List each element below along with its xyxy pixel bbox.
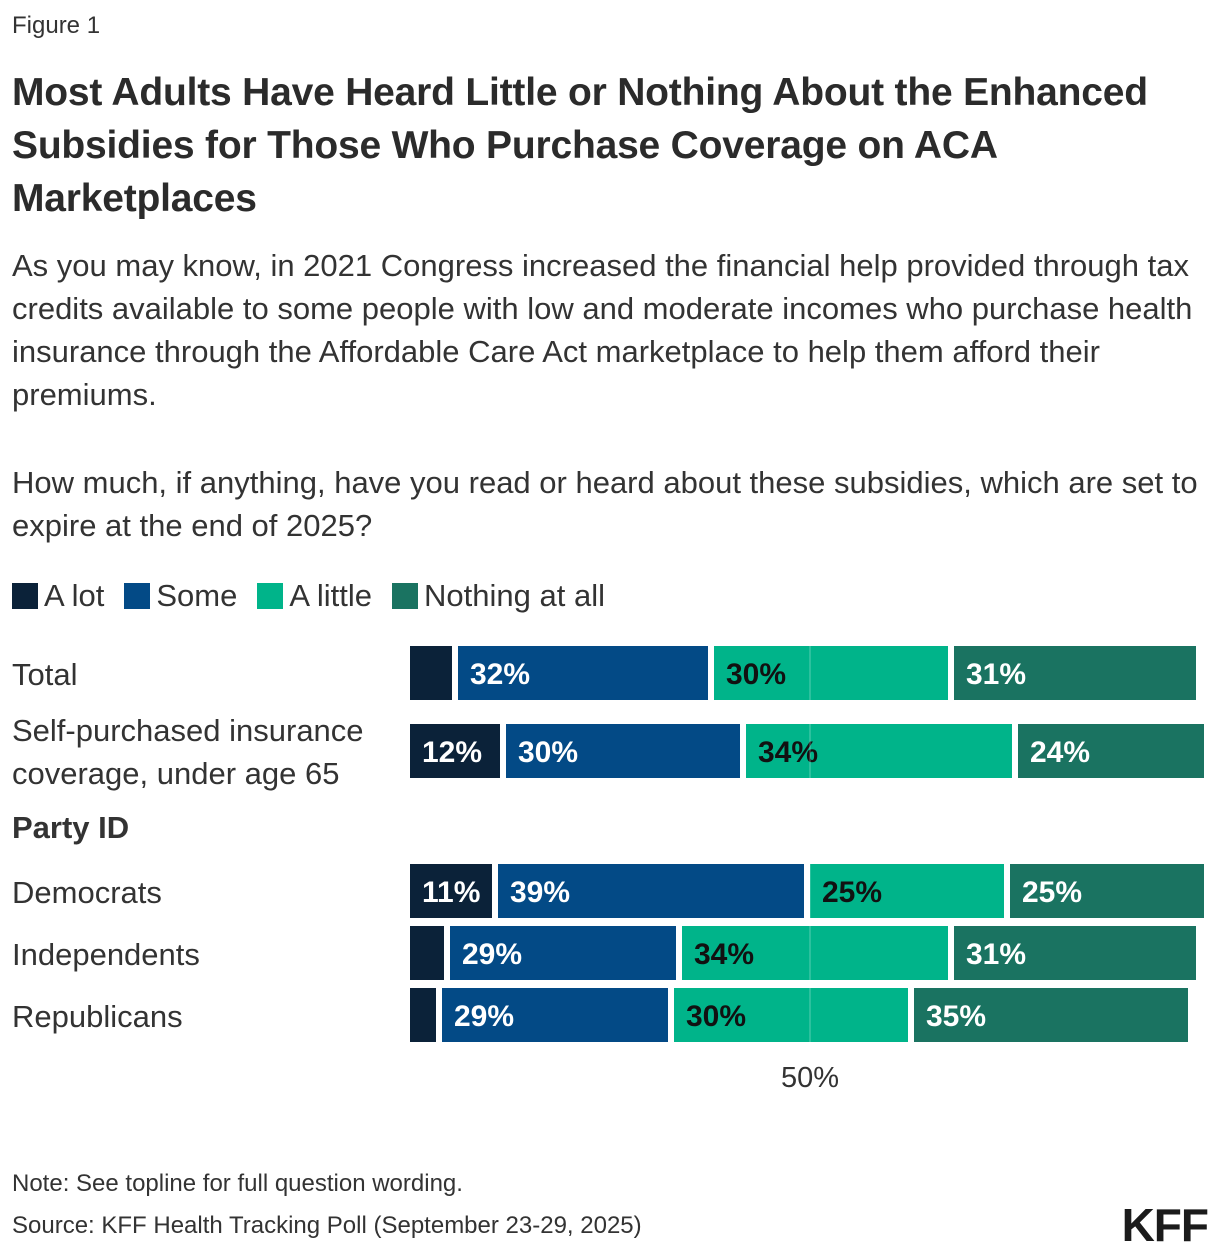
data-label-self-purchased-insurance-coverage-under-age-65-a-little: 34% [758,736,818,769]
bar-democrats-nothing-at-all [1010,864,1204,918]
row-label-independents: Independents [12,937,200,972]
bar-self-purchased-insurance-coverage-under-age-65-a-lot [410,724,500,778]
kff-logo: KFF [1121,1199,1209,1251]
legend-swatch-some [124,583,151,609]
bar-democrats-a-little [810,864,1004,918]
data-label-republicans-some: 29% [454,1000,514,1033]
legend-item-a-little: A little [257,578,372,614]
bar-democrats-some [498,864,804,918]
data-label-independents-nothing-at-all: 31% [966,938,1026,971]
data-label-independents-some: 29% [462,938,522,971]
bar-independents-a-lot [410,926,444,980]
legend-label-nothing-at-all: Nothing at all [424,578,605,613]
chart-source: Source: KFF Health Tracking Poll (Septem… [12,1212,642,1239]
legend-item-some: Some [124,578,237,614]
data-label-democrats-a-lot: 11% [422,876,480,909]
legend-swatch-nothing-at-all [392,583,419,609]
row-label-total: Total [12,657,78,692]
figure-label: Figure 1 [12,12,101,39]
data-label-republicans-nothing-at-all: 35% [926,1000,986,1033]
bar-total-nothing-at-all [954,646,1196,700]
data-label-total-nothing-at-all: 31% [966,658,1026,691]
row-label-self-purchased: Self-purchased insurance coverage, under… [12,713,364,791]
bar-self-purchased-insurance-coverage-under-age-65-nothing-at-all [1018,724,1204,778]
legend-label-some: Some [156,578,238,613]
legend-item-nothing-at-all: Nothing at all [392,578,605,614]
legend-swatch-a-little [257,583,284,609]
chart-note: Note: See topline for full question word… [12,1170,463,1197]
bar-independents-a-little [682,926,948,980]
bar-republicans-some [442,988,668,1042]
legend-label-a-little: A little [289,578,373,613]
row-label-republicans: Republicans [12,999,183,1034]
bar-independents-some [450,926,676,980]
bar-democrats-a-lot [410,864,492,918]
bar-total-a-little [714,646,948,700]
bar-republicans-a-little [674,988,908,1042]
data-label-republicans-a-little: 30% [686,1000,746,1033]
data-label-self-purchased-insurance-coverage-under-age-65-some: 30% [518,736,578,769]
data-label-total-a-little: 30% [726,658,786,691]
data-label-independents-a-little: 34% [694,938,754,971]
bar-total-some [458,646,708,700]
bar-republicans-nothing-at-all [914,988,1188,1042]
legend-item-a-lot: A lot [12,578,104,614]
data-label-self-purchased-insurance-coverage-under-age-65-a-lot: 12% [422,736,482,769]
chart-subtitle: As you may know, in 2021 Congress increa… [12,248,1193,412]
data-label-democrats-nothing-at-all: 25% [1022,876,1082,909]
chart-legend: A lot Some A little Nothing at all [12,578,625,614]
data-label-self-purchased-insurance-coverage-under-age-65-nothing-at-all: 24% [1030,736,1090,769]
bar-self-purchased-insurance-coverage-under-age-65-some [506,724,740,778]
data-label-democrats-a-little: 25% [822,876,882,909]
chart-title: Most Adults Have Heard Little or Nothing… [12,71,1148,220]
bar-republicans-a-lot [410,988,436,1042]
bar-total-a-lot [410,646,452,700]
group-heading-party-id: Party ID [12,810,130,845]
row-label-democrats: Democrats [12,875,162,910]
survey-question: How much, if anything, have you read or … [12,465,1198,543]
legend-swatch-a-lot [12,583,38,609]
data-label-total-some: 32% [470,658,530,691]
data-label-democrats-some: 39% [510,876,570,909]
x-tick-label-50: 50% [781,1062,839,1094]
bar-self-purchased-insurance-coverage-under-age-65-a-little [746,724,1012,778]
bar-independents-nothing-at-all [954,926,1196,980]
legend-label-a-lot: A lot [44,578,105,613]
